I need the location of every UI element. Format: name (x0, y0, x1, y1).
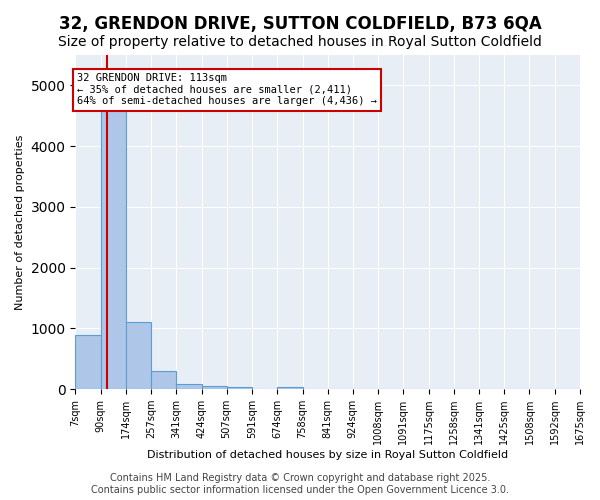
Text: 32 GRENDON DRIVE: 113sqm
← 35% of detached houses are smaller (2,411)
64% of sem: 32 GRENDON DRIVE: 113sqm ← 35% of detach… (77, 73, 377, 106)
Bar (227, 387, 252, 389)
Bar (126, 322, 151, 389)
Bar (277, 387, 302, 389)
Bar (151, 372, 176, 389)
Bar (101, 110, 126, 389)
Y-axis label: Number of detached properties: Number of detached properties (15, 134, 25, 310)
Bar (176, 384, 202, 389)
Bar (202, 386, 227, 389)
Text: Size of property relative to detached houses in Royal Sutton Coldfield: Size of property relative to detached ho… (58, 35, 542, 49)
Text: 32, GRENDON DRIVE, SUTTON COLDFIELD, B73 6QA: 32, GRENDON DRIVE, SUTTON COLDFIELD, B73… (59, 15, 541, 33)
Bar (76, 335, 101, 389)
Text: Contains HM Land Registry data © Crown copyright and database right 2025.
Contai: Contains HM Land Registry data © Crown c… (91, 474, 509, 495)
X-axis label: Distribution of detached houses by size in Royal Sutton Coldfield: Distribution of detached houses by size … (147, 450, 508, 460)
